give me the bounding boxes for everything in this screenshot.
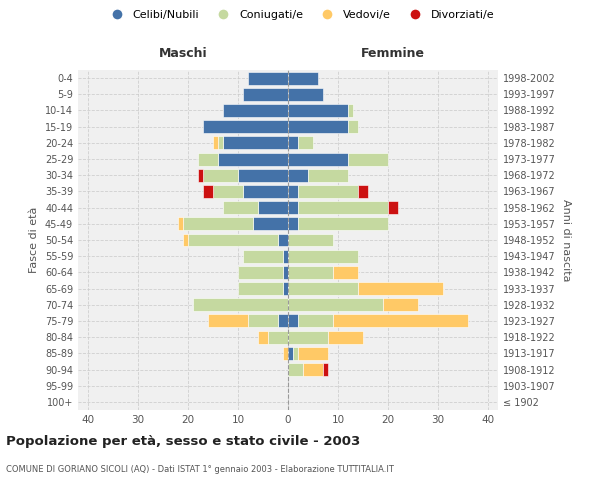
Bar xyxy=(288,330,328,344)
Bar xyxy=(278,234,288,246)
Bar xyxy=(288,347,293,360)
Bar xyxy=(288,314,298,328)
Bar xyxy=(258,201,288,214)
Text: Popolazione per età, sesso e stato civile - 2003: Popolazione per età, sesso e stato civil… xyxy=(6,435,360,448)
Bar xyxy=(278,314,288,328)
Bar xyxy=(348,120,358,133)
Bar xyxy=(383,298,418,311)
Bar xyxy=(223,201,258,214)
Bar xyxy=(223,136,288,149)
Bar xyxy=(198,169,203,181)
Bar xyxy=(213,136,218,149)
Bar xyxy=(203,185,213,198)
Bar xyxy=(333,314,468,328)
Bar xyxy=(253,218,288,230)
Bar xyxy=(243,185,288,198)
Bar xyxy=(293,347,298,360)
Bar xyxy=(288,136,298,149)
Bar xyxy=(298,185,358,198)
Bar xyxy=(298,218,388,230)
Bar xyxy=(183,218,253,230)
Bar xyxy=(258,330,268,344)
Bar xyxy=(188,234,278,246)
Bar xyxy=(268,330,288,344)
Bar xyxy=(283,266,288,279)
Bar xyxy=(328,330,363,344)
Text: COMUNE DI GORIANO SICOLI (AQ) - Dati ISTAT 1° gennaio 2003 - Elaborazione TUTTIT: COMUNE DI GORIANO SICOLI (AQ) - Dati IST… xyxy=(6,465,394,474)
Bar xyxy=(288,169,308,181)
Y-axis label: Fasce di età: Fasce di età xyxy=(29,207,39,273)
Bar xyxy=(348,104,353,117)
Text: Femmine: Femmine xyxy=(361,47,425,60)
Legend: Celibi/Nubili, Coniugati/e, Vedovi/e, Divorziati/e: Celibi/Nubili, Coniugati/e, Vedovi/e, Di… xyxy=(101,6,499,25)
Text: Maschi: Maschi xyxy=(158,47,208,60)
Bar xyxy=(298,347,328,360)
Bar xyxy=(348,152,388,166)
Bar xyxy=(298,314,333,328)
Bar xyxy=(248,314,278,328)
Bar xyxy=(283,282,288,295)
Bar xyxy=(238,266,283,279)
Bar xyxy=(388,201,398,214)
Bar xyxy=(203,169,238,181)
Bar xyxy=(213,185,243,198)
Bar xyxy=(288,218,298,230)
Bar xyxy=(178,218,183,230)
Bar xyxy=(288,72,318,85)
Bar xyxy=(333,266,358,279)
Bar xyxy=(288,104,348,117)
Bar xyxy=(288,282,358,295)
Bar xyxy=(298,136,313,149)
Bar xyxy=(193,298,288,311)
Bar xyxy=(288,120,348,133)
Bar xyxy=(238,169,288,181)
Bar xyxy=(223,104,288,117)
Bar xyxy=(288,234,333,246)
Bar xyxy=(288,266,333,279)
Bar xyxy=(183,234,188,246)
Bar xyxy=(303,363,323,376)
Bar xyxy=(248,72,288,85)
Bar xyxy=(243,250,283,262)
Bar xyxy=(298,201,388,214)
Bar xyxy=(358,282,443,295)
Bar xyxy=(323,363,328,376)
Bar xyxy=(198,152,218,166)
Y-axis label: Anni di nascita: Anni di nascita xyxy=(561,198,571,281)
Bar xyxy=(243,88,288,101)
Bar xyxy=(288,363,303,376)
Bar xyxy=(203,120,288,133)
Bar xyxy=(218,136,223,149)
Bar xyxy=(208,314,248,328)
Bar xyxy=(288,185,298,198)
Bar xyxy=(218,152,288,166)
Bar xyxy=(288,152,348,166)
Bar xyxy=(238,282,283,295)
Bar xyxy=(308,169,348,181)
Bar xyxy=(288,250,358,262)
Bar xyxy=(288,298,383,311)
Bar xyxy=(283,250,288,262)
Bar xyxy=(288,201,298,214)
Bar xyxy=(288,88,323,101)
Bar xyxy=(358,185,368,198)
Bar xyxy=(283,347,288,360)
